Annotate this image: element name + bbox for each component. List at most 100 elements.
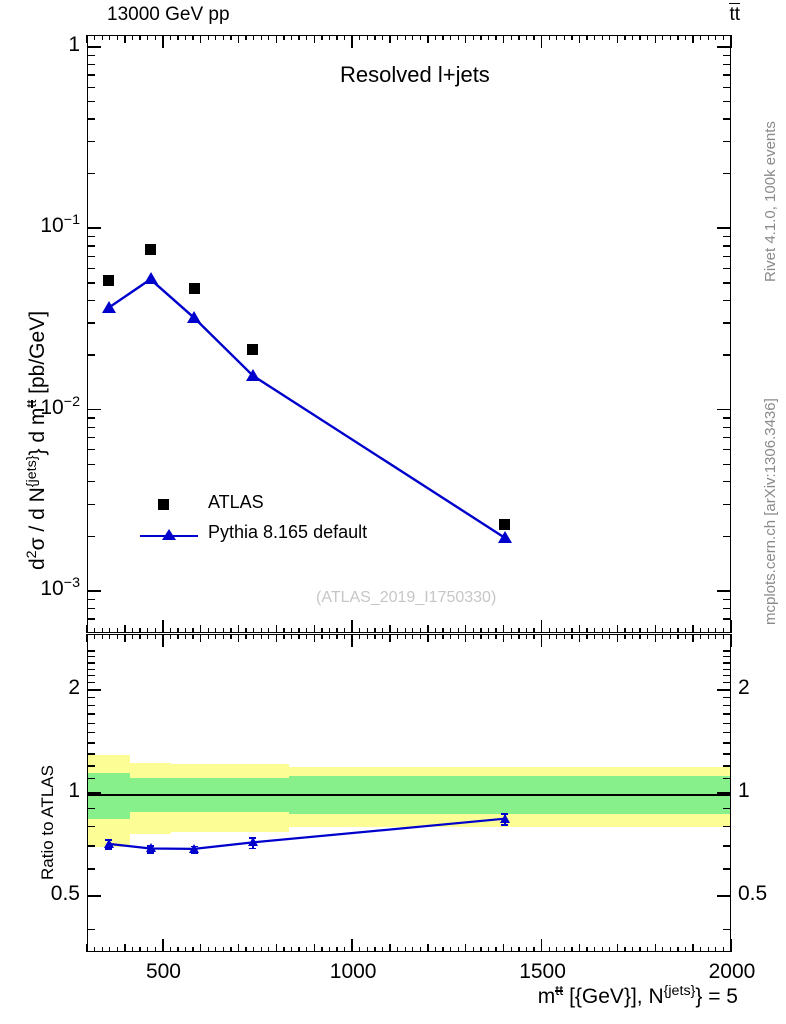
axis-tick <box>601 628 603 633</box>
axis-tick <box>207 634 209 639</box>
axis-tick <box>525 947 528 952</box>
axis-tick <box>87 713 95 715</box>
axis-tick <box>723 825 731 827</box>
axis-tick <box>313 944 315 952</box>
axis-tick <box>192 634 194 639</box>
axis-tick <box>510 947 512 952</box>
axis-tick <box>343 35 346 40</box>
axis-tick <box>283 35 285 40</box>
axis-tick <box>723 267 731 270</box>
axis-tick <box>351 634 353 647</box>
axis-tick <box>169 628 171 633</box>
axis-tick <box>412 628 414 633</box>
axis-tick <box>87 675 95 677</box>
axis-tick <box>161 939 164 952</box>
axis-tick <box>87 173 95 175</box>
axis-tick <box>222 634 225 639</box>
axis-tick <box>723 322 731 324</box>
data-point-atlas <box>145 244 156 256</box>
axis-tick <box>450 634 452 639</box>
axis-tick <box>283 634 285 639</box>
axis-tick <box>381 947 384 952</box>
axis-tick <box>87 63 95 66</box>
axis-tick <box>86 35 88 43</box>
axis-tick <box>336 947 338 952</box>
axis-tick <box>722 947 725 952</box>
y-tick-label-ratio-left-1: 1 <box>68 779 80 802</box>
axis-tick <box>586 634 588 639</box>
axis-tick <box>609 634 611 639</box>
xlabel-part-a: m <box>537 985 556 1008</box>
axis-tick <box>677 35 679 40</box>
axis-tick <box>442 634 444 639</box>
axis-tick <box>723 481 731 483</box>
axis-tick <box>525 628 528 633</box>
axis-tick <box>684 634 687 639</box>
axis-tick <box>647 35 649 40</box>
axis-tick <box>374 628 376 633</box>
axis-tick <box>124 625 126 633</box>
axis-tick <box>487 947 490 952</box>
ylabel-part-b: σ / d N <box>26 487 49 551</box>
axis-tick <box>87 705 95 707</box>
axis-tick <box>343 947 346 952</box>
axis-tick <box>124 35 126 43</box>
axis-tick <box>199 35 202 43</box>
axis-tick <box>230 35 232 40</box>
axis-tick <box>290 35 293 40</box>
axis-tick <box>169 947 171 952</box>
axis-tick <box>87 682 95 684</box>
axis-tick <box>86 634 88 642</box>
process-header: tt <box>729 2 740 26</box>
axis-tick <box>442 35 444 40</box>
data-point-atlas <box>188 283 200 295</box>
axis-tick <box>723 732 731 734</box>
axis-tick <box>450 947 452 952</box>
axis-tick <box>616 634 618 642</box>
axis-tick <box>237 35 240 43</box>
axis-tick <box>146 628 149 633</box>
axis-tick <box>717 590 731 592</box>
axis-tick <box>222 35 225 40</box>
axis-tick <box>245 35 247 40</box>
axis-tick <box>503 35 505 43</box>
axis-tick <box>237 634 240 642</box>
axis-tick <box>328 628 331 633</box>
axis-tick <box>722 35 725 40</box>
axis-tick <box>87 267 95 270</box>
ratio-curve <box>108 817 505 851</box>
beam-energy-header: 13000 GeV pp <box>107 4 230 25</box>
axis-tick <box>184 947 187 952</box>
axis-tick <box>616 35 618 43</box>
axis-tick <box>427 634 429 642</box>
ratio-point-pythia <box>499 813 510 823</box>
axis-tick <box>87 535 95 537</box>
axis-tick <box>723 282 731 284</box>
axis-tick <box>359 634 361 639</box>
axis-tick <box>87 868 95 870</box>
axis-tick <box>230 628 232 633</box>
axis-tick <box>510 628 512 633</box>
axis-tick <box>601 947 603 952</box>
axis-tick <box>93 628 96 633</box>
main-plot-area <box>88 36 730 632</box>
axis-tick <box>87 607 95 610</box>
axis-tick <box>578 625 581 633</box>
axis-tick <box>723 675 731 677</box>
axis-tick <box>518 35 520 40</box>
axis-tick <box>177 628 179 633</box>
axis-tick <box>487 628 490 633</box>
axis-tick <box>139 634 141 639</box>
axis-tick <box>548 628 550 633</box>
axis-tick <box>487 634 490 639</box>
axis-tick <box>87 245 95 247</box>
axis-tick <box>328 947 331 952</box>
axis-tick <box>677 947 679 952</box>
axis-tick <box>87 481 95 483</box>
y-tick-label-main-1: 10−1 <box>40 212 80 238</box>
axis-tick <box>503 634 505 642</box>
axis-tick <box>434 35 437 40</box>
axis-tick <box>472 634 475 639</box>
axis-tick <box>321 35 323 40</box>
